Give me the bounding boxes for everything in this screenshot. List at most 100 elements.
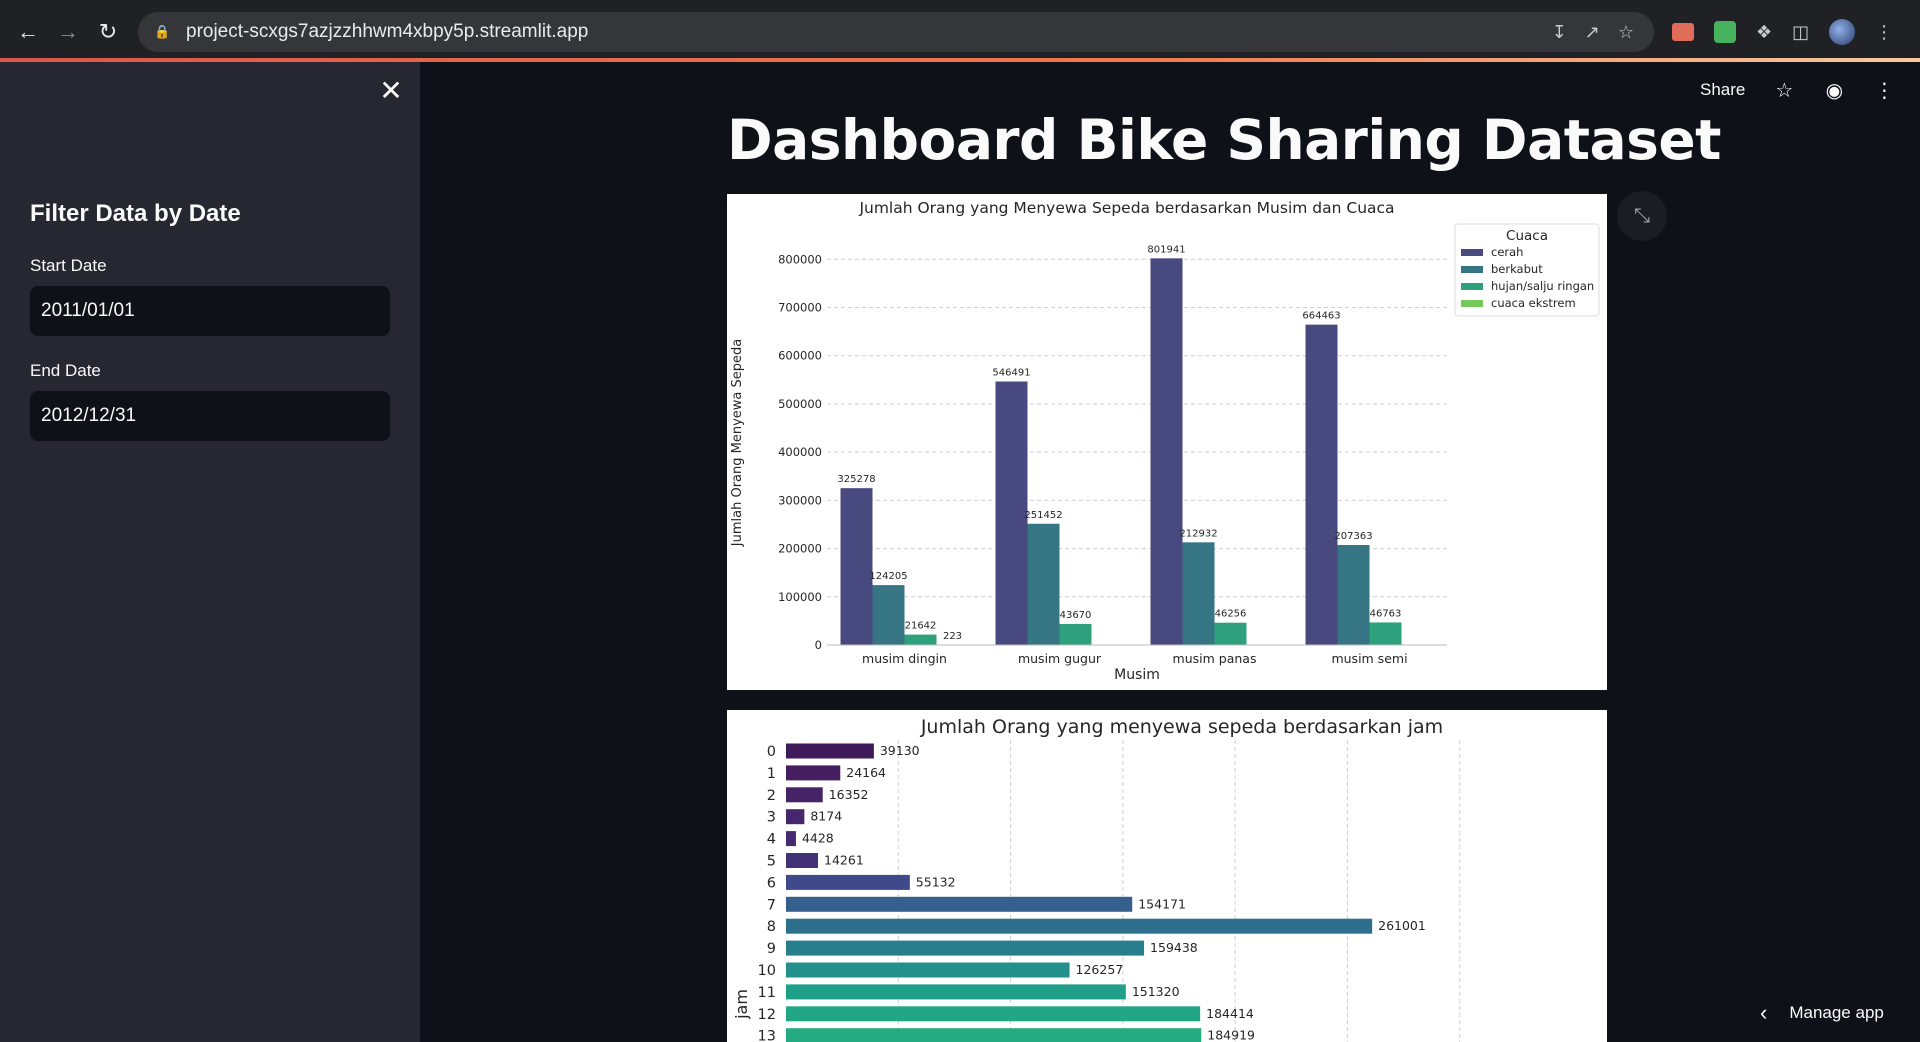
bar-value-label: 212932: [1179, 528, 1217, 539]
bar-value-label: 124205: [869, 571, 907, 582]
y-tick-label: 7: [767, 897, 776, 913]
bar-cerah: [1305, 324, 1338, 645]
legend-entry: cuaca ekstrem: [1491, 296, 1576, 310]
bar-berkabut: [1027, 523, 1060, 645]
sidebar: ✕ Filter Data by Date Start Date 2011/01…: [0, 62, 420, 1042]
hourly-chart: Jumlah Orang yang menyewa sepeda berdasa…: [727, 710, 1607, 1042]
bar-value-label: 55132: [916, 874, 956, 889]
manage-app-label: Manage app: [1789, 1003, 1884, 1022]
bar-value-label: 43670: [1060, 610, 1092, 621]
manage-app-button[interactable]: ‹ Manage app: [1760, 1000, 1884, 1026]
github-icon[interactable]: ◉: [1825, 79, 1844, 102]
start-date-input[interactable]: 2011/01/01: [30, 286, 390, 336]
chart-title: Jumlah Orang yang Menyewa Sepeda berdasa…: [858, 199, 1394, 217]
chrome-menu-icon[interactable]: ⋮: [1875, 21, 1894, 42]
bar-value-label: 126257: [1076, 962, 1124, 977]
legend-swatch: [1461, 249, 1483, 256]
bar-value-label: 184414: [1206, 1006, 1254, 1021]
bar-cerah: [840, 488, 873, 645]
bar-value-label: 21642: [905, 621, 937, 632]
legend-box: [1454, 223, 1600, 317]
y-tick-label: 9: [767, 941, 776, 957]
hour-bar: [786, 853, 819, 868]
bar-hujan-salju-ringan: [1214, 622, 1247, 645]
close-icon[interactable]: ✕: [379, 75, 403, 106]
forward-arrow-icon[interactable]: →: [57, 19, 79, 44]
hour-bar: [786, 1028, 1202, 1042]
bar-cerah: [1150, 258, 1183, 645]
bar-berkabut: [1337, 545, 1370, 645]
y-tick-label: 11: [758, 985, 776, 1001]
bar-value-label: 664463: [1302, 311, 1340, 322]
bar-value-label: 251452: [1024, 510, 1062, 521]
hour-bar: [786, 831, 796, 847]
loading-line: [0, 58, 1920, 62]
y-tick-label: 4: [767, 832, 776, 848]
bar-value-label: 159438: [1150, 940, 1198, 955]
side-panel-icon[interactable]: ◫: [1792, 21, 1810, 42]
y-tick-label: 5: [767, 854, 776, 870]
reload-icon[interactable]: ↻: [98, 19, 118, 44]
bar-cerah: [995, 381, 1028, 645]
more-menu-icon[interactable]: ⋮: [1874, 79, 1895, 102]
bar-value-label: 184919: [1207, 1028, 1255, 1042]
hour-bar: [786, 918, 1373, 934]
bar-value-label: 16352: [829, 787, 869, 802]
y-axis-label: Jumlah Orang Menyewa Sepeda: [730, 339, 745, 547]
hour-bar: [786, 874, 910, 890]
page-title: Dashboard Bike Sharing Dataset: [727, 108, 1721, 172]
address-bar[interactable]: 🔒 project-scxgs7azjzzhhwm4xbpy5p.streaml…: [138, 12, 1654, 52]
y-tick-label: 300000: [778, 493, 822, 507]
end-date-input[interactable]: 2012/12/31: [30, 391, 390, 441]
y-tick-label: 8: [767, 919, 776, 935]
y-tick-label: 2: [767, 788, 776, 804]
fullscreen-expand-icon[interactable]: ⤡: [1617, 191, 1667, 241]
x-tick-label: musim panas: [1173, 651, 1257, 666]
bar-hujan-salju-ringan: [1059, 623, 1092, 645]
season-weather-chart: Jumlah Orang yang Menyewa Sepeda berdasa…: [727, 194, 1607, 690]
puzzle-extensions-icon[interactable]: ❖: [1756, 21, 1773, 42]
y-axis-label: jam: [732, 989, 751, 1020]
y-tick-label: 1: [767, 766, 776, 782]
bar-value-label: 46256: [1215, 609, 1247, 620]
install-icon[interactable]: ↧: [1551, 21, 1567, 42]
app-header: Share ☆ ◉ ⋮: [1700, 72, 1895, 108]
end-date-label: End Date: [30, 361, 101, 380]
nav-buttons: ← → ↻: [8, 12, 128, 52]
y-tick-label: 6: [767, 875, 776, 891]
hour-bar: [786, 896, 1133, 912]
bookmark-star-icon[interactable]: ☆: [1617, 21, 1634, 42]
back-arrow-icon[interactable]: ←: [17, 19, 39, 44]
bar-value-label: 24164: [846, 765, 886, 780]
legend-entry: hujan/salju ringan: [1491, 279, 1594, 293]
share-button[interactable]: Share: [1700, 80, 1746, 99]
star-icon[interactable]: ☆: [1775, 79, 1794, 102]
lock-icon: 🔒: [154, 24, 171, 39]
y-tick-label: 13: [758, 1029, 776, 1042]
bar-value-label: 8174: [810, 809, 842, 824]
bar-value-label: 4428: [802, 831, 834, 846]
hour-bar: [786, 984, 1126, 1000]
extension-red-icon[interactable]: [1672, 23, 1694, 41]
share-page-icon[interactable]: ↗: [1584, 21, 1600, 42]
extension-green-icon[interactable]: [1714, 21, 1736, 43]
legend-title: Cuaca: [1506, 228, 1548, 244]
bar-value-label: 14261: [824, 853, 864, 868]
y-tick-label: 800000: [778, 252, 822, 266]
bar-berkabut: [872, 585, 905, 645]
legend-entry: cerah: [1491, 245, 1523, 259]
url-text[interactable]: project-scxgs7azjzzhhwm4xbpy5p.streamlit…: [186, 21, 589, 42]
hourly-chart-svg: Jumlah Orang yang menyewa sepeda berdasa…: [732, 716, 1461, 1042]
x-tick-label: musim dingin: [862, 651, 947, 666]
browser-chrome: ← → ↻ 🔒 project-scxgs7azjzzhhwm4xbpy5p.s…: [0, 0, 1920, 62]
y-tick-label: 400000: [778, 445, 822, 459]
profile-avatar[interactable]: [1829, 19, 1856, 45]
bar-value-label: 223: [943, 631, 962, 642]
bar-value-label: 151320: [1132, 984, 1180, 999]
chevron-left-icon: ‹: [1760, 1000, 1768, 1025]
hour-bar: [786, 1006, 1201, 1022]
x-tick-label: musim gugur: [1018, 651, 1102, 666]
legend-entry: berkabut: [1491, 262, 1543, 276]
x-axis-label: Musim: [1114, 667, 1160, 683]
y-tick-label: 700000: [778, 301, 822, 315]
